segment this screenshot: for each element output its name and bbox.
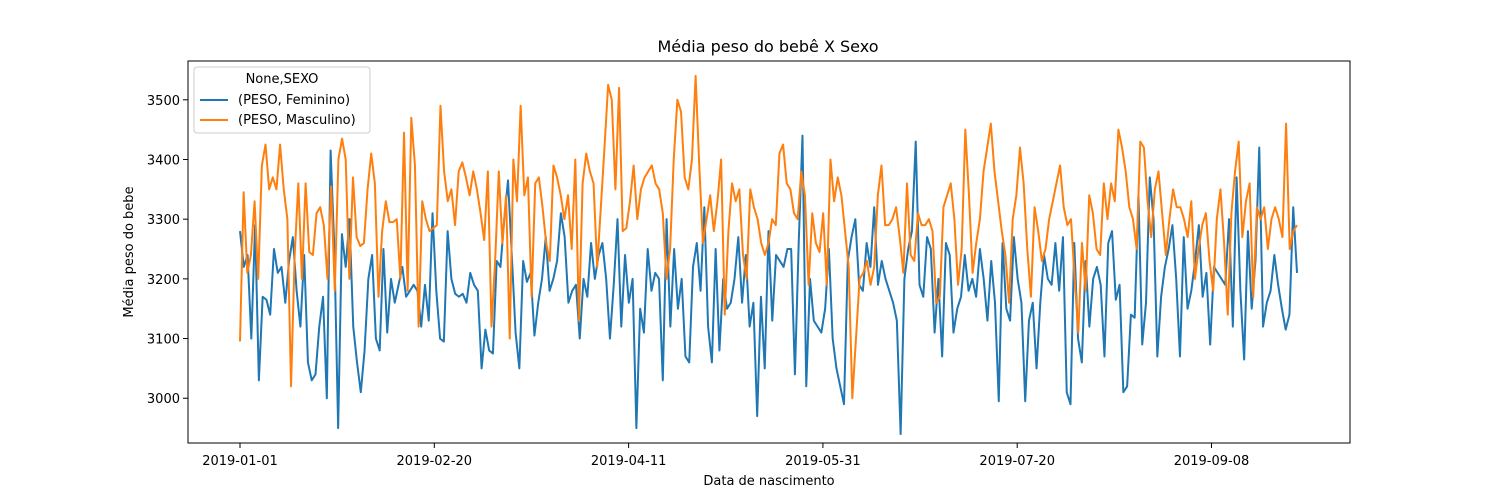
x-axis-title: Data de nascimento (703, 474, 834, 489)
series-layer (239, 74, 1298, 436)
x-tick-label: 2019-04-11 (591, 454, 667, 469)
series-line-feminino (239, 134, 1298, 436)
y-axis: 3000 3100 3200 3300 3400 3500 (147, 94, 188, 407)
y-tick-label: 3300 (147, 213, 180, 228)
y-tick-label: 3500 (147, 94, 180, 109)
x-tick-label: 2019-07-20 (979, 454, 1055, 469)
y-tick-label: 3400 (147, 153, 180, 168)
y-tick-label: 3100 (147, 333, 180, 348)
y-tick-label: 3000 (147, 392, 180, 407)
legend-box (193, 66, 371, 134)
legend-label-feminino: (PESO, Feminino) (238, 93, 350, 108)
y-tick-label: 3200 (147, 273, 180, 288)
chart-title: Média peso do bebê X Sexo (658, 37, 879, 56)
legend-label-masculino: (PESO, Masculino) (238, 113, 356, 128)
series-line-masculino (239, 74, 1298, 400)
y-axis-title: Média peso do bebe (122, 186, 137, 317)
plot-frame (187, 60, 1351, 444)
x-tick-label: 2019-01-01 (202, 454, 278, 469)
x-tick-label: 2019-05-31 (785, 454, 861, 469)
legend-title: None,SEXO (246, 72, 319, 87)
legend: None,SEXO (PESO, Feminino) (PESO, Mascul… (193, 66, 371, 134)
x-tick-label: 2019-09-08 (1174, 454, 1250, 469)
x-axis: 2019-01-01 2019-02-20 2019-04-11 2019-05-31… (202, 443, 1249, 469)
x-tick-label: 2019-02-20 (397, 454, 473, 469)
